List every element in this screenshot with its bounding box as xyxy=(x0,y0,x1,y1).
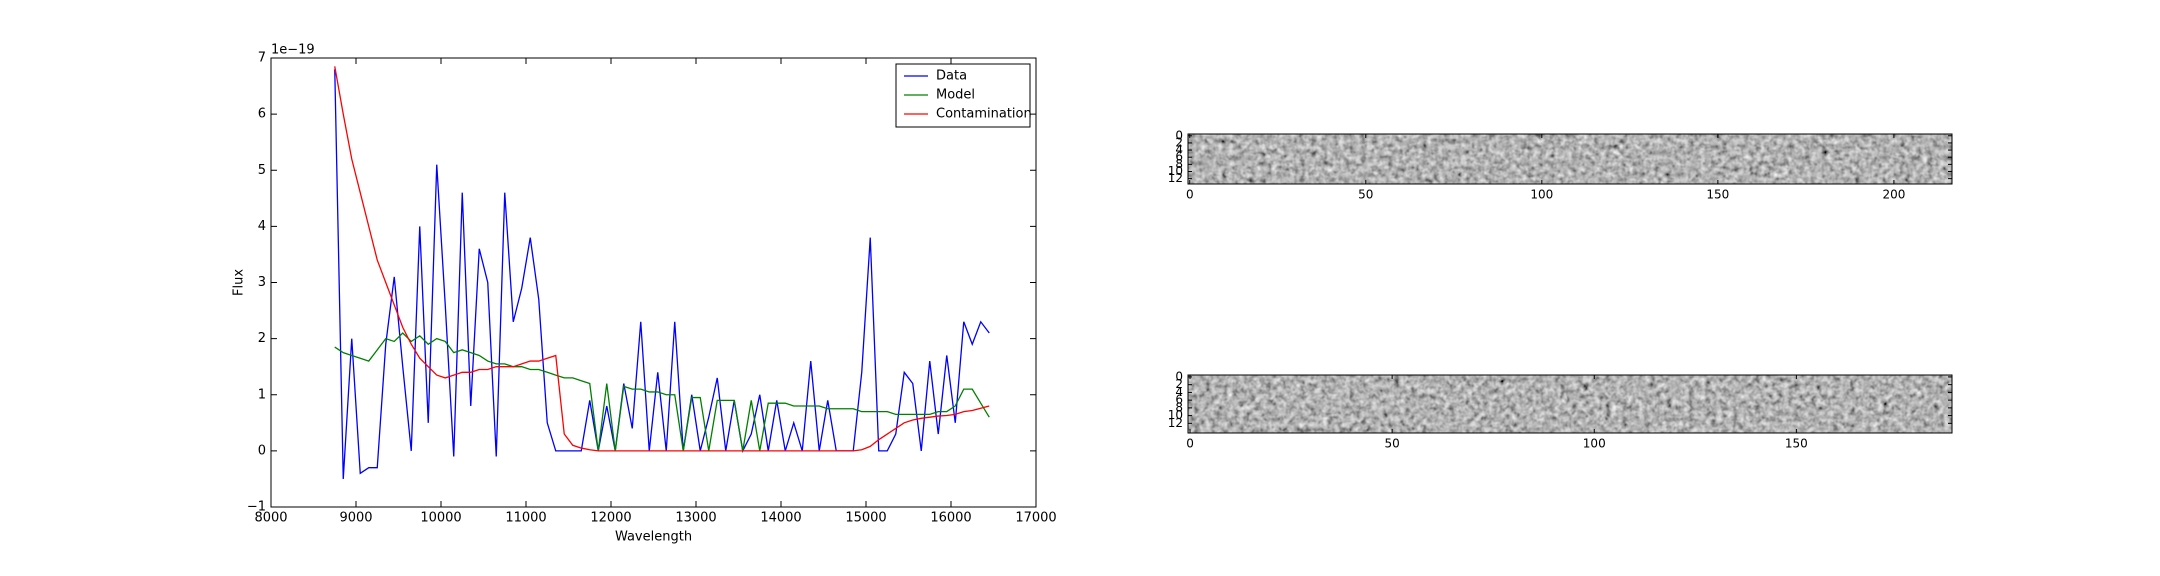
series-line xyxy=(334,66,990,452)
y-tick-label: 1 xyxy=(258,387,266,402)
image-pixels xyxy=(1188,134,1952,184)
y-tick-label: 0 xyxy=(258,443,266,458)
series-line xyxy=(334,69,990,479)
x-tick-label: 8000 xyxy=(254,511,287,526)
y-tick-label: 10 xyxy=(1168,164,1183,178)
x-tick-label: 0 xyxy=(1186,188,1194,202)
x-tick-label: 150 xyxy=(1785,437,1808,451)
y-tick-label: 0 xyxy=(1175,369,1183,383)
y-tick-label: −1 xyxy=(247,500,266,515)
y-tick-label: 8 xyxy=(1175,400,1183,414)
y-tick-label: 4 xyxy=(1175,385,1183,399)
x-tick-label: 100 xyxy=(1583,437,1606,451)
y-tick-label: 5 xyxy=(258,163,266,178)
y-tick-label: 6 xyxy=(1175,150,1183,164)
y-tick-label: 4 xyxy=(1175,143,1183,157)
y-tick-label: 6 xyxy=(1175,393,1183,407)
y-tick-label: 4 xyxy=(258,219,266,234)
x-tick-label: 11000 xyxy=(505,511,546,526)
y-tick-label: 7 xyxy=(258,51,266,66)
y-tick-label: 12 xyxy=(1168,171,1183,185)
y-offset: 1e−19 xyxy=(271,43,315,58)
x-tick-label: 0 xyxy=(1186,437,1194,451)
x-tick-label: 50 xyxy=(1384,437,1399,451)
y-tick-label: 12 xyxy=(1168,416,1183,430)
image-pixels xyxy=(1188,375,1952,433)
y-tick-label: 2 xyxy=(1175,377,1183,391)
y-axis-label: Flux xyxy=(232,269,247,296)
axes-frame xyxy=(1187,133,1953,185)
legend-label: Data xyxy=(936,69,967,84)
x-tick-label: 100 xyxy=(1530,188,1553,202)
x-tick-label: 17000 xyxy=(1015,511,1056,526)
y-tick-label: 2 xyxy=(1175,135,1183,149)
x-axis-label: Wavelength xyxy=(615,530,692,545)
y-tick-label: 3 xyxy=(258,275,266,290)
axes-frame xyxy=(1187,374,1953,434)
plot-area xyxy=(271,58,1036,507)
series-line xyxy=(334,332,990,451)
x-tick-label: 50 xyxy=(1358,188,1373,202)
x-tick-label: 200 xyxy=(1882,188,1905,202)
y-tick-label: 0 xyxy=(1175,128,1183,142)
x-tick-label: 13000 xyxy=(675,511,716,526)
x-tick-label: 15000 xyxy=(845,511,886,526)
x-tick-label: 9000 xyxy=(339,511,372,526)
y-tick-label: 10 xyxy=(1168,408,1183,422)
y-tick-label: 8 xyxy=(1175,157,1183,171)
y-tick-label: 2 xyxy=(258,331,266,346)
x-tick-label: 150 xyxy=(1706,188,1729,202)
x-tick-label: 16000 xyxy=(930,511,971,526)
legend-label: Model xyxy=(936,88,975,103)
x-tick-label: 12000 xyxy=(590,511,631,526)
x-tick-label: 10000 xyxy=(420,511,461,526)
x-tick-label: 14000 xyxy=(760,511,801,526)
y-tick-label: 6 xyxy=(258,107,266,122)
legend-label: Contamination xyxy=(936,107,1032,122)
